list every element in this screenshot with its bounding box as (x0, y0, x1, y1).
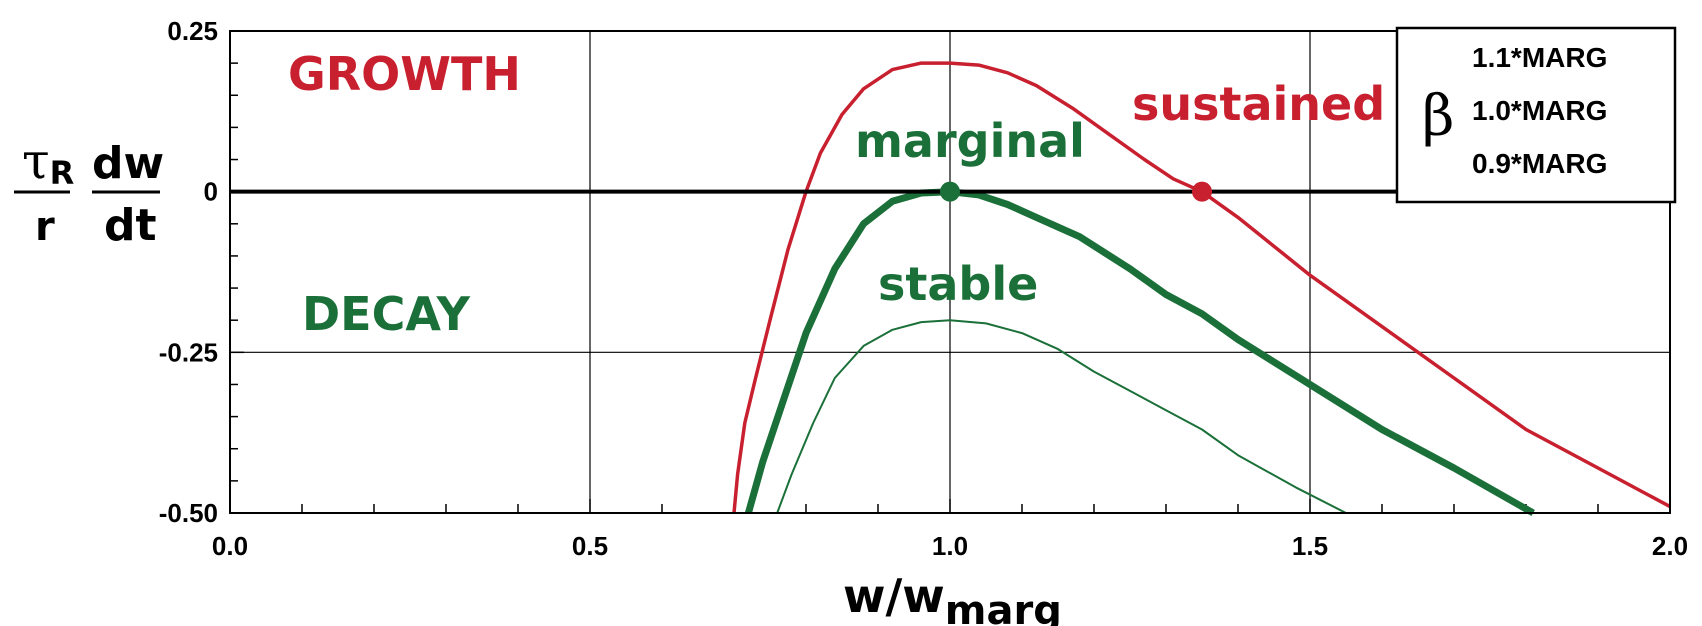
legend: β 1.1*MARG 1.0*MARG 0.9*MARG (1395, 26, 1677, 204)
x-tick-label: 0.5 (572, 531, 608, 561)
series-lines (732, 61, 1671, 517)
stable-label: stable (878, 257, 1038, 311)
y-tick-label: 0 (204, 177, 218, 207)
series-line-0-9-marg (776, 319, 1347, 514)
plot-frame (229, 30, 1671, 514)
y-tick-labels: 0.25 0 -0.25 -0.50 (159, 16, 218, 528)
growth-label: GROWTH (288, 47, 521, 101)
legend-box (1395, 26, 1677, 204)
x-axis-label-main: w/w (843, 569, 945, 623)
x-axis-label: w/wmarg (843, 569, 1062, 626)
svg-text:τR: τR (22, 132, 74, 192)
x-axis-label-sub: marg (945, 588, 1062, 626)
equilibrium-points (940, 181, 1212, 202)
x-tick-label: 2.0 (1652, 531, 1688, 561)
y-label-dt: dt (104, 200, 157, 251)
x-tick-label: 1.5 (1292, 531, 1328, 561)
y-label-tau-sub: R (50, 154, 75, 192)
equilibrium-point (1192, 181, 1212, 202)
y-tick-label: -0.25 (159, 337, 218, 367)
legend-beta-symbol: β (1422, 84, 1454, 149)
x-tick-label: 0.0 (212, 531, 248, 561)
grid-lines (230, 31, 1670, 513)
series-line-1-1-marg (732, 61, 1671, 514)
decay-label: DECAY (302, 287, 471, 341)
sustained-label: sustained (1132, 77, 1385, 131)
marginal-label: marginal (855, 114, 1085, 168)
svg-text:w/wmarg: w/wmarg (843, 569, 1062, 626)
y-tick-label: 0.25 (167, 16, 218, 46)
series-line-1-0-marg (745, 188, 1535, 517)
legend-entry-2: 1.0*MARG (1472, 95, 1607, 126)
equilibrium-point (940, 181, 960, 202)
legend-entry-3: 0.9*MARG (1472, 148, 1607, 179)
x-tick-label: 1.0 (932, 531, 968, 561)
y-tick-label: -0.50 (159, 498, 218, 528)
y-label-tau: τ (22, 132, 50, 190)
legend-entry-1: 1.1*MARG (1472, 42, 1607, 73)
y-label-denominator: r (35, 204, 55, 250)
y-label-dw: dw (92, 138, 164, 189)
y-axis-label: τR r dw dt (14, 132, 164, 251)
x-tick-labels: 0.0 0.5 1.0 1.5 2.0 (212, 531, 1688, 561)
